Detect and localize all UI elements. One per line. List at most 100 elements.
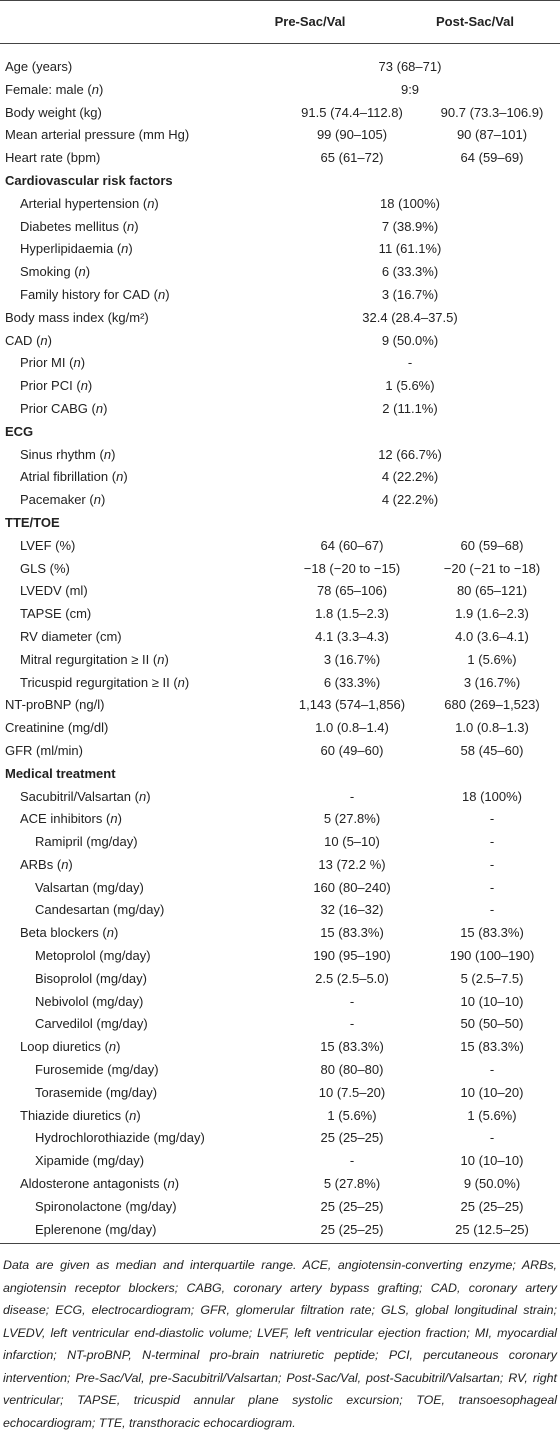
cell: 12 (66.7%) <box>378 446 442 462</box>
cell: 32 (16–32) <box>320 902 384 918</box>
cell: 3 (16.7%) <box>463 674 521 690</box>
cell: 7 (38.9%) <box>381 218 439 234</box>
data-row: Female: male (n) 9:9 <box>0 79 560 102</box>
cell: 15 (83.3%) <box>460 1039 524 1055</box>
table-body: Age (years) 73 (68–71) Female: male (n) 9:9… <box>0 44 560 1243</box>
cell: 6 (33.3%) <box>323 674 381 690</box>
row-label: GFR (ml/min) <box>5 742 83 758</box>
row-label: TAPSE (cm) <box>20 606 92 622</box>
data-row: CAD (n) 9 (50.0%) <box>0 330 560 353</box>
row-label: Tricuspid regurgitation ≥ II (n) <box>20 674 190 690</box>
row-label: Age (years) <box>5 59 73 74</box>
cell: 190 (95–190) <box>313 948 391 964</box>
cell: - <box>349 1016 355 1032</box>
row-label: Prior PCI (n) <box>20 378 93 394</box>
row-label: Sacubitril/Valsartan (n) <box>20 788 151 804</box>
data-row: LVEDV (ml) 78 (65–106) 80 (65–121) <box>0 580 560 603</box>
cell: 18 (100%) <box>380 195 440 211</box>
cell: 15 (83.3%) <box>320 925 384 941</box>
row-label: Candesartan (mg/day) <box>35 902 165 918</box>
cell: 1.0 (0.8–1.3) <box>455 720 529 736</box>
cell: 32.4 (28.4–37.5) <box>362 309 458 325</box>
data-row: Arterial hypertension (n) 18 (100%) <box>0 193 560 216</box>
section-row: ECG <box>0 421 560 444</box>
data-row: Metoprolol (mg/day) 190 (95–190) 190 (100–… <box>0 945 560 968</box>
cell: 10 (7.5–20) <box>318 1084 386 1100</box>
cell: 1 (5.6%) <box>467 651 517 667</box>
data-row: Body weight (kg) 91.5 (74.4–112.8) 90.7 (7… <box>0 102 560 125</box>
cell: 5 (27.8%) <box>323 1176 381 1192</box>
data-row: Beta blockers (n) 15 (83.3%) 15 (83.3%) <box>0 922 560 945</box>
row-label: LVEF (%) <box>20 537 76 553</box>
row-label: Ramipril (mg/day) <box>35 834 138 850</box>
row-label: Metoprolol (mg/day) <box>35 948 151 964</box>
cell: 4 (22.2%) <box>381 492 439 508</box>
data-row: Thiazide diuretics (n) 1 (5.6%) 1 (5.6%) <box>0 1105 560 1128</box>
cell: - <box>349 993 355 1009</box>
data-row: Diabetes mellitus (n) 7 (38.9%) <box>0 216 560 239</box>
row-label: Prior CABG (n) <box>20 400 108 416</box>
data-row: Prior PCI (n) 1 (5.6%) <box>0 375 560 398</box>
data-row: Aldosterone antagonists (n) 5 (27.8%) 9 (5… <box>0 1173 560 1196</box>
section-row: Cardiovascular risk factors <box>0 170 560 193</box>
data-row: Mitral regurgitation ≥ II (n) 3 (16.7%) 1 … <box>0 649 560 672</box>
cell: 15 (83.3%) <box>320 1039 384 1055</box>
row-label: Diabetes mellitus (n) <box>20 218 139 234</box>
cell: 78 (65–106) <box>316 583 388 599</box>
row-label: Hyperlipidaemia (n) <box>20 241 133 257</box>
data-row: Prior MI (n) - <box>0 352 560 375</box>
data-row: Pacemaker (n) 4 (22.2%) <box>0 489 560 512</box>
cell: 2.5 (2.5–5.0) <box>315 970 389 986</box>
data-row: Body mass index (kg/m²) 32.4 (28.4–37.5) <box>0 307 560 330</box>
row-label: Valsartan (mg/day) <box>35 879 144 895</box>
data-row: NT-proBNP (ng/l) 1,143 (574–1,856) 680 (26… <box>0 694 560 717</box>
row-label: Loop diuretics (n) <box>20 1039 121 1055</box>
cell: 3 (16.7%) <box>381 286 439 302</box>
row-label: ACE inhibitors (n) <box>20 811 122 827</box>
data-row: Age (years) 73 (68–71) <box>0 56 560 79</box>
cell: 11 (61.1%) <box>378 241 442 257</box>
data-row: Family history for CAD (n) 3 (16.7%) <box>0 284 560 307</box>
footnote: Data are given as median and interquarti… <box>3 1258 557 1430</box>
cell: 60 (49–60) <box>320 742 384 758</box>
cell: 10 (10–10) <box>460 1153 524 1169</box>
cell: 25 (25–25) <box>460 1198 524 1214</box>
row-label: Thiazide diuretics (n) <box>20 1107 141 1123</box>
data-row: Hyperlipidaemia (n) 11 (61.1%) <box>0 238 560 261</box>
row-label: Female: male (n) <box>5 81 104 97</box>
cell: 15 (83.3%) <box>460 925 524 941</box>
data-row: Carvedilol (mg/day) - 50 (50–50) <box>0 1013 560 1036</box>
data-row: ACE inhibitors (n) 5 (27.8%) - <box>0 808 560 831</box>
cell: 680 (269–1,523) <box>444 697 540 713</box>
data-row: LVEF (%) 64 (60–67) 60 (59–68) <box>0 535 560 558</box>
data-row: GFR (ml/min) 60 (49–60) 58 (45–60) <box>0 740 560 763</box>
cell: 1.8 (1.5–2.3) <box>315 606 389 622</box>
cell: 10 (5–10) <box>324 834 380 850</box>
row-label: Sinus rhythm (n) <box>20 446 116 462</box>
row-label: Spironolactone (mg/day) <box>35 1198 177 1214</box>
cell: −20 (−21 to −18) <box>443 560 541 576</box>
cell: 99 (90–105) <box>316 127 388 143</box>
data-row: Nebivolol (mg/day) - 10 (10–10) <box>0 991 560 1014</box>
data-row: Tricuspid regurgitation ≥ II (n) 6 (33.3%… <box>0 672 560 695</box>
cell: - <box>489 1130 495 1146</box>
data-row: ARBs (n) 13 (72.2 %) - <box>0 854 560 877</box>
cell: 73 (68–71) <box>378 59 442 74</box>
data-row: Mean arterial pressure (mm Hg) 99 (90–105… <box>0 124 560 147</box>
cell: 1,143 (574–1,856) <box>298 697 406 713</box>
row-label: Family history for CAD (n) <box>20 286 170 302</box>
row-label: CAD (n) <box>5 332 52 348</box>
row-label: Furosemide (mg/day) <box>35 1062 159 1078</box>
cell: 6 (33.3%) <box>381 264 439 280</box>
cell: - <box>489 1062 495 1078</box>
cell: 1 (5.6%) <box>467 1107 517 1123</box>
row-label: Heart rate (bpm) <box>5 150 101 166</box>
data-row: Loop diuretics (n) 15 (83.3%) 15 (83.3%) <box>0 1036 560 1059</box>
cell: 80 (80–80) <box>320 1062 384 1078</box>
cell: 1 (5.6%) <box>385 378 435 394</box>
cell: 9:9 <box>400 81 420 97</box>
section-row: TTE/TOE <box>0 512 560 535</box>
cell: −18 (−20 to −15) <box>303 560 401 576</box>
cell: 64 (59–69) <box>460 150 524 166</box>
